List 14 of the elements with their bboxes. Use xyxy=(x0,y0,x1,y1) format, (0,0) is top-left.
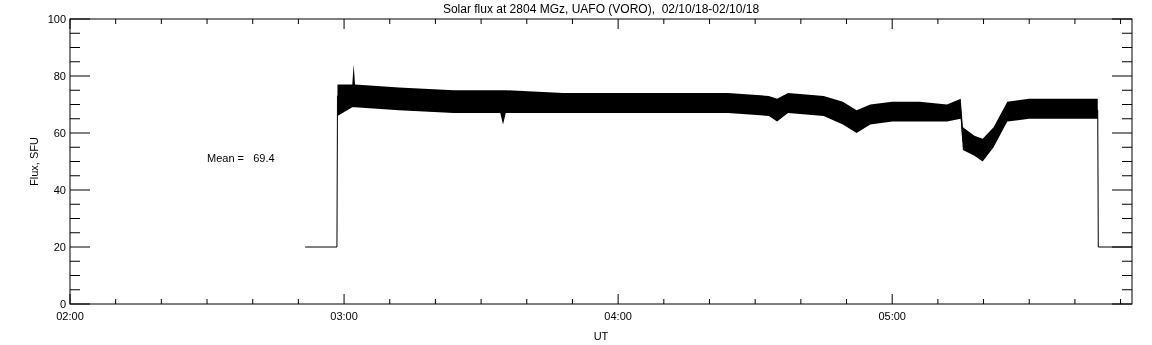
y-tick-label: 20 xyxy=(53,241,66,253)
chart-title: Solar flux at 2804 MGz, UAFO (VORO), 02/10/18-02/10/18 xyxy=(442,2,760,16)
x-axis-title: UT xyxy=(593,330,609,342)
y-tick-label: 0 xyxy=(59,298,66,310)
x-tick-label: 05:00 xyxy=(878,310,906,322)
y-axis-title: Flux, SFU xyxy=(28,137,40,186)
x-tick-label: 02:00 xyxy=(56,310,84,322)
annotation: Mean = 69.4 xyxy=(207,152,275,164)
y-tick-label: 60 xyxy=(53,127,66,139)
y-tick-label: 80 xyxy=(53,70,66,82)
x-tick-label: 04:00 xyxy=(604,310,632,322)
x-tick-label: 03:00 xyxy=(330,310,358,322)
y-tick-label: 40 xyxy=(53,184,66,196)
y-tick-label: 100 xyxy=(47,13,66,25)
